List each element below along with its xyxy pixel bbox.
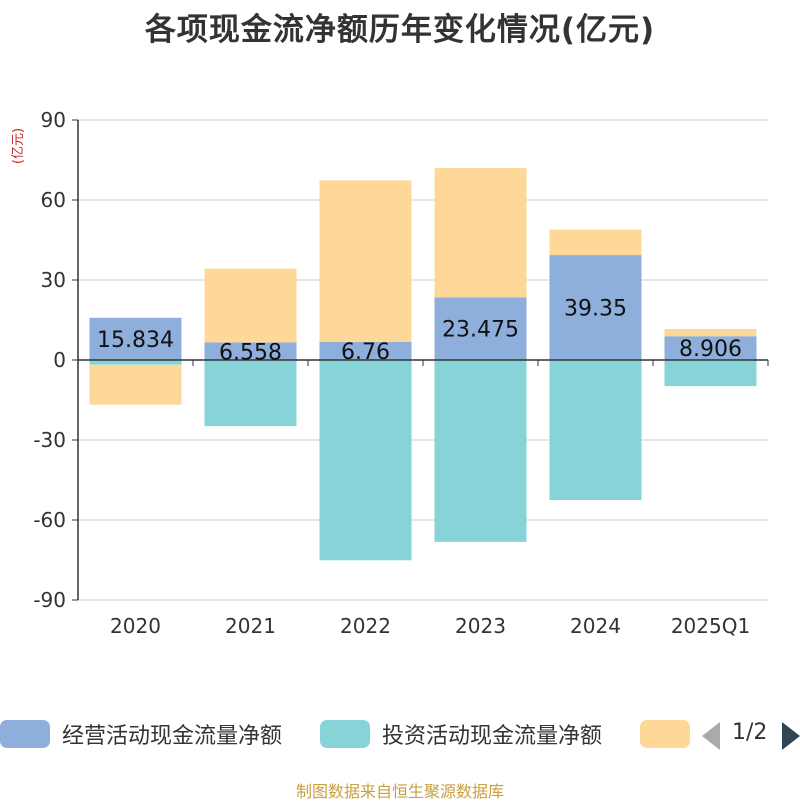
chart-plot: -90 -60 -30 0 30 60 90 (亿元) 2020 2021 2022 2023 2024…: [11, 108, 769, 638]
bar-2024-series-0[interactable]: [549, 255, 642, 360]
data-labels: 15.834 6.558 6.76 23.475 39.35 8.906: [97, 297, 742, 366]
bar-2024-series-1[interactable]: [549, 360, 642, 500]
bar-2024-series-2[interactable]: [549, 229, 642, 256]
x-tick-label: 2023: [455, 614, 506, 638]
bar-2021-series-2[interactable]: [204, 268, 297, 343]
bar-2025Q1-series-1[interactable]: [664, 360, 757, 387]
data-label-2023: 23.475: [442, 318, 519, 343]
bar-2022-series-2[interactable]: [319, 180, 412, 342]
y-tick-label: 30: [41, 268, 66, 292]
x-tick-label: 2024: [570, 614, 621, 638]
legend-prev-page-icon[interactable]: [702, 722, 720, 750]
y-tick-label: -30: [33, 428, 66, 452]
bar-2025Q1-series-0[interactable]: [664, 336, 757, 360]
legend-item-investing[interactable]: 投资活动现金流量净额: [320, 716, 602, 752]
bar-2021-series-0[interactable]: [204, 342, 297, 360]
data-source-note: 制图数据来自恒生聚源数据库: [295, 782, 504, 801]
bar-2020-series-1[interactable]: [89, 360, 182, 365]
data-label-2022: 6.76: [341, 340, 390, 365]
bar-2021-series-1[interactable]: [204, 360, 297, 427]
data-label-2024: 39.35: [564, 297, 627, 322]
bar-2020-series-2[interactable]: [89, 364, 182, 405]
legend: 经营活动现金流量净额 投资活动现金流量净额 1/2: [0, 716, 800, 752]
y-tick-label: -60: [33, 508, 66, 532]
x-tick-label: 2022: [340, 614, 391, 638]
legend-page-indicator: 1/2: [732, 720, 768, 745]
legend-label-operating: 经营活动现金流量净额: [62, 724, 283, 749]
x-tick-label: 2020: [110, 614, 161, 638]
legend-swatch-third: [640, 720, 690, 748]
data-label-2025Q1: 8.906: [679, 337, 742, 362]
legend-swatch-operating: [0, 720, 50, 748]
x-tick-label: 2021: [225, 614, 276, 638]
x-tick-label: 2025Q1: [671, 614, 750, 638]
y-tick-label: -90: [33, 588, 66, 612]
data-label-2021: 6.558: [219, 340, 282, 365]
legend-swatch-investing: [320, 720, 370, 748]
gridlines: [78, 119, 768, 601]
bar-2023-series-1[interactable]: [434, 360, 527, 542]
data-label-2020: 15.834: [97, 328, 174, 353]
y-tick-label: 0: [53, 348, 66, 372]
bar-2023-series-2[interactable]: [434, 168, 527, 298]
legend-item-operating[interactable]: 经营活动现金流量净额: [0, 716, 282, 752]
axes: -90 -60 -30 0 30 60 90 (亿元) 2020 2021 2022 2023 2024…: [11, 108, 769, 638]
bars: [89, 168, 757, 561]
chart-title: 各项现金流净额历年变化情况(亿元): [144, 12, 656, 48]
bar-2022-series-1[interactable]: [319, 360, 412, 561]
legend-next-page-icon[interactable]: [782, 722, 800, 750]
legend-item-third[interactable]: [640, 716, 690, 752]
y-tick-label: 60: [41, 188, 66, 212]
bar-2023-series-0[interactable]: [434, 297, 527, 360]
bar-2022-series-0[interactable]: [319, 341, 412, 360]
y-axis-unit-label: (亿元): [11, 128, 26, 164]
y-tick-label: 90: [41, 108, 66, 132]
bar-2020-series-0[interactable]: [89, 317, 182, 360]
legend-label-investing: 投资活动现金流量净额: [382, 724, 603, 749]
bar-2025Q1-series-2[interactable]: [664, 329, 757, 337]
